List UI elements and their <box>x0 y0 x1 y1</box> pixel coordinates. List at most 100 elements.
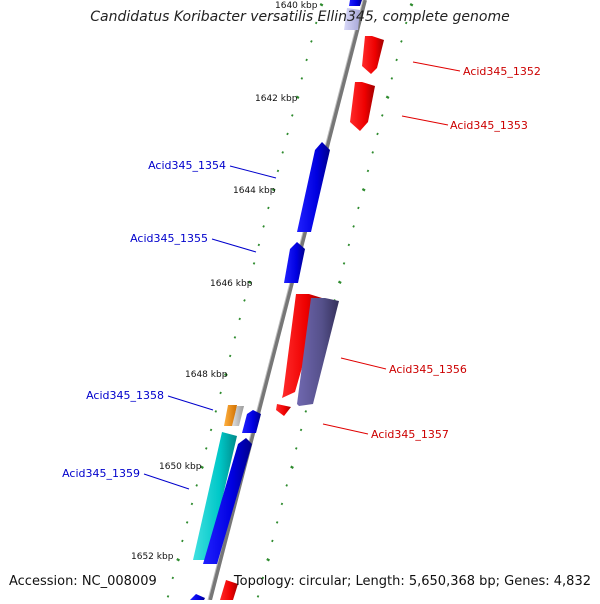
gene-arrow-bottom-red[interactable] <box>220 580 238 600</box>
tick-mark-left <box>305 58 308 62</box>
tick-mark-right <box>271 539 274 543</box>
gene-label-1356[interactable]: Acid345_1356 <box>389 363 467 376</box>
gene-label-1354[interactable]: Acid345_1354 <box>148 159 226 172</box>
tick-mark-left <box>295 95 300 99</box>
tick-mark-left <box>276 169 280 173</box>
tick-mark-left <box>281 151 284 154</box>
gene-arrow-1355[interactable] <box>284 242 305 283</box>
gene-arrow-1359[interactable] <box>203 438 252 564</box>
gene-arrow-top-lavender[interactable] <box>344 8 360 30</box>
tick-mark-right <box>256 595 260 598</box>
tick-mark-left <box>181 539 184 543</box>
gene-arrow-1353[interactable] <box>350 82 375 131</box>
kbp-label: 1652 kbp <box>131 552 174 562</box>
gene-label-1352[interactable]: Acid345_1352 <box>463 65 541 78</box>
gene-label-1358[interactable]: Acid345_1358 <box>86 389 164 402</box>
gene-label-group: Acid345_1352 Acid345_1353 Acid345_1354 A… <box>62 65 541 480</box>
tick-mark-right <box>295 447 298 450</box>
gene-arrow-top-blue[interactable] <box>349 0 362 6</box>
pointer-line-1359 <box>143 473 190 490</box>
gene-label-1353[interactable]: Acid345_1353 <box>450 119 528 132</box>
kbp-label: 1650 kbp <box>159 462 202 472</box>
tick-mark-right <box>395 58 398 62</box>
gene-arrow-1358[interactable] <box>242 410 261 433</box>
tick-mark-left <box>238 317 241 321</box>
tick-mark-right <box>337 280 342 284</box>
tick-mark-right <box>409 3 414 7</box>
kbp-label: 1640 kbp <box>275 1 318 11</box>
tick-mark-right <box>404 21 408 25</box>
tick-mark-left <box>252 262 256 265</box>
tick-mark-left <box>214 410 218 413</box>
accession-text: Accession: NC_008009 <box>9 574 157 589</box>
pointer-line-1355 <box>211 238 257 253</box>
tick-mark-left <box>267 206 270 210</box>
reverse-genes <box>190 0 362 600</box>
kbp-label: 1642 kbp <box>255 94 298 104</box>
gene-label-1359[interactable]: Acid345_1359 <box>62 467 140 480</box>
tick-mark-right <box>361 188 366 192</box>
tick-mark-left <box>310 40 313 43</box>
kbp-label-group: 1640 kbp 1642 kbp 1644 kbp 1646 kbp 1648… <box>131 1 318 562</box>
label-pointer-lines <box>143 61 461 490</box>
tick-mark-left <box>291 114 294 117</box>
tick-mark-left <box>247 280 252 284</box>
gene-arrow-1357[interactable] <box>297 298 339 406</box>
tick-mark-right <box>290 465 294 469</box>
tick-mark-right <box>352 225 355 228</box>
tick-mark-left <box>200 465 204 469</box>
tick-mark-left <box>257 243 261 247</box>
tick-mark-left <box>314 21 318 25</box>
tick-mark-left <box>271 188 276 192</box>
tick-mark-left <box>166 595 170 598</box>
tick-mark-right <box>304 410 308 413</box>
gene-arrow-bottom-blue[interactable] <box>190 594 205 600</box>
tick-mark-left <box>219 391 222 395</box>
tick-mark-left <box>228 354 232 358</box>
tick-mark-right <box>390 77 394 80</box>
tick-mark-right <box>366 169 370 173</box>
genome-stats-text: Topology: circular; Length: 5,650,368 bp… <box>233 574 591 589</box>
tick-mark-right <box>285 484 288 487</box>
tick-mark-left <box>185 521 189 524</box>
tick-mark-right <box>381 114 384 117</box>
genome-title: Candidatus Koribacter versatilis Ellin34… <box>90 9 510 25</box>
tick-mark-right <box>261 576 265 580</box>
pointer-line-1352 <box>412 61 461 72</box>
gene-arrow-1359-cyan[interactable] <box>193 432 237 560</box>
gene-arrow-small-red[interactable] <box>276 404 291 416</box>
kbp-label: 1646 kbp <box>210 279 253 289</box>
tick-mark-right <box>275 521 279 524</box>
kbp-label: 1644 kbp <box>233 186 276 196</box>
gene-arrow-1354[interactable] <box>297 142 330 232</box>
tick-mark-left <box>262 225 265 228</box>
gene-arrow-grey[interactable] <box>232 406 244 426</box>
tick-mark-left <box>176 558 180 562</box>
tick-mark-right <box>342 262 346 265</box>
tick-mark-right <box>371 151 374 154</box>
tick-mark-left <box>224 373 228 377</box>
tick-mark-left <box>209 428 213 432</box>
forward-genes <box>220 8 384 600</box>
gene-label-1355[interactable]: Acid345_1355 <box>130 232 208 245</box>
pointer-line-1353 <box>401 115 449 126</box>
tick-mark-right <box>347 243 351 247</box>
tick-mark-left <box>300 77 304 80</box>
left-tick-track <box>166 3 324 598</box>
genome-backbone <box>208 0 367 601</box>
pointer-line-1357 <box>322 423 369 435</box>
tick-mark-left <box>195 484 198 487</box>
tick-mark-left <box>286 132 289 136</box>
gene-arrow-1352[interactable] <box>362 36 384 74</box>
tick-mark-right <box>400 40 403 43</box>
kbp-label: 1648 kbp <box>185 370 228 380</box>
tick-mark-right <box>266 558 270 562</box>
tick-mark-left <box>233 336 237 339</box>
tick-mark-left <box>190 502 194 506</box>
tick-mark-right <box>299 428 303 432</box>
gene-label-1357[interactable]: Acid345_1357 <box>371 428 449 441</box>
pointer-line-1356 <box>340 357 387 370</box>
tick-mark-left <box>319 3 324 7</box>
